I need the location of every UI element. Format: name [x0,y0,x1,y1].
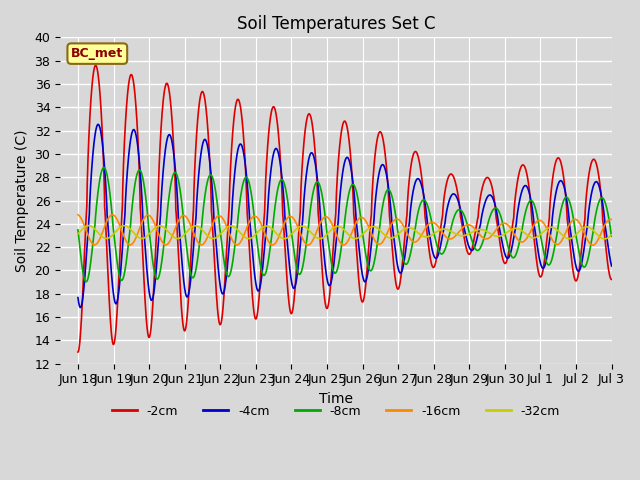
-2cm [92,62,99,68]
-16cm [166,237,174,243]
Title: Soil Temperatures Set C: Soil Temperatures Set C [237,15,435,33]
-8cm [598,195,605,201]
-2cm [540,263,548,268]
-32cm [540,228,548,234]
-4cm [77,305,84,311]
-4cm [74,295,82,300]
-2cm [279,211,287,217]
-32cm [84,223,92,228]
-32cm [597,235,605,241]
-16cm [302,241,310,247]
-8cm [74,227,82,233]
-2cm [135,159,143,165]
-32cm [608,232,616,238]
-16cm [608,216,616,222]
-16cm [589,242,596,248]
Legend: -2cm, -4cm, -8cm, -16cm, -32cm: -2cm, -4cm, -8cm, -16cm, -32cm [107,400,565,423]
Line: -2cm: -2cm [78,65,612,352]
-8cm [83,279,90,285]
-2cm [608,276,616,282]
-8cm [608,233,616,239]
-32cm [279,236,287,241]
-16cm [74,212,82,217]
-32cm [600,236,608,242]
-4cm [94,121,102,127]
-4cm [135,156,143,162]
-4cm [167,134,175,140]
-2cm [597,194,605,200]
Text: BC_met: BC_met [71,47,124,60]
-4cm [540,264,548,270]
Line: -16cm: -16cm [78,215,612,245]
-2cm [167,100,175,106]
-32cm [74,231,82,237]
-8cm [135,167,143,173]
-8cm [100,165,108,170]
X-axis label: Time: Time [319,392,353,406]
-32cm [167,231,175,237]
-32cm [302,225,310,230]
-8cm [279,178,287,183]
-2cm [302,122,310,128]
-16cm [597,230,605,236]
-4cm [302,174,310,180]
Y-axis label: Soil Temperature (C): Soil Temperature (C) [15,129,29,272]
-16cm [279,225,287,230]
-8cm [302,242,310,248]
-4cm [279,185,287,191]
-16cm [540,220,547,226]
Line: -32cm: -32cm [78,226,612,239]
-8cm [540,250,548,256]
Line: -4cm: -4cm [78,124,612,308]
Line: -8cm: -8cm [78,168,612,282]
-16cm [135,228,143,234]
-8cm [167,181,175,187]
-32cm [135,235,143,240]
-2cm [74,349,82,355]
-4cm [608,263,616,269]
-4cm [598,193,605,199]
